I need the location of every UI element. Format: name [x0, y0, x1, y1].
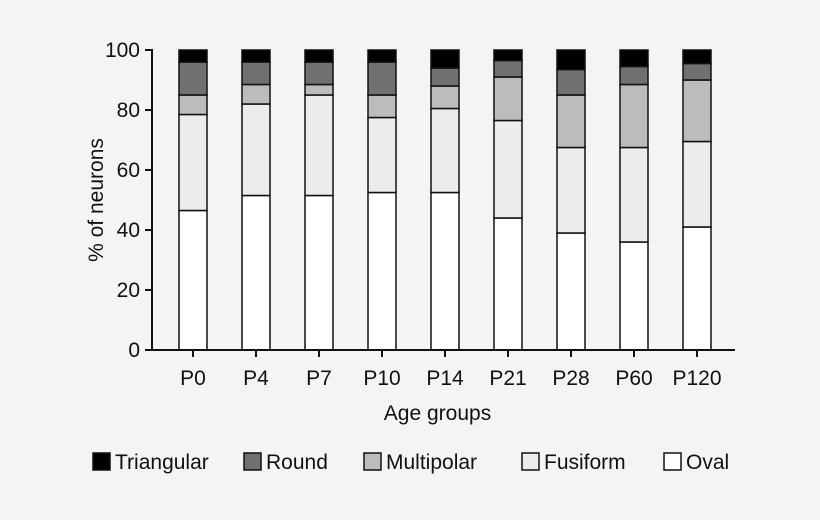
legend: Triangular Round Multipolar Fusiform Oval [92, 451, 729, 474]
bar-segment-fusiform [304, 94, 334, 197]
bar-segment-round [367, 61, 397, 96]
legend-label: Round [266, 451, 328, 474]
legend-label: Triangular [115, 451, 209, 474]
bar-segment-multipolar [556, 94, 586, 149]
bar-segment-fusiform [493, 119, 523, 219]
bar-segment-triangular [304, 49, 334, 63]
bar-segment-triangular [682, 49, 712, 65]
x-axis-title: Age groups [384, 402, 491, 425]
bar-p10 [367, 49, 397, 351]
x-tick-label: P21 [489, 367, 526, 390]
bar-segment-fusiform [682, 140, 712, 228]
bar-segment-multipolar [430, 85, 460, 110]
bar-segment-oval [556, 232, 586, 351]
y-tick-label: 60 [117, 159, 140, 182]
bar-segment-multipolar [493, 76, 523, 122]
bar-segment-oval [241, 194, 271, 351]
bar-segment-multipolar [682, 79, 712, 143]
y-tick-label: 20 [117, 279, 140, 302]
x-tick-label: P4 [243, 367, 269, 390]
bar-segment-triangular [430, 49, 460, 69]
bar-p21 [493, 49, 523, 351]
bar-segment-multipolar [178, 94, 208, 116]
legend-label: Multipolar [386, 451, 477, 474]
bar-p14 [430, 49, 460, 351]
bar-p0 [178, 49, 208, 351]
bar-segment-round [304, 61, 334, 86]
bar-segment-multipolar [241, 83, 271, 105]
bar-segment-round [178, 61, 208, 96]
legend-item-fusiform: Fusiform [521, 451, 626, 474]
bar-segment-triangular [367, 49, 397, 63]
bar-segment-multipolar [304, 83, 334, 96]
legend-item-multipolar: Multipolar [363, 451, 477, 474]
bar-segment-round [493, 59, 523, 78]
bar-segment-round [556, 68, 586, 96]
legend-swatch [363, 452, 382, 471]
legend-label: Fusiform [544, 451, 626, 474]
bar-segment-triangular [493, 49, 523, 62]
bar-segment-triangular [241, 49, 271, 63]
y-ticks: 0 20 40 60 80 100 [105, 39, 152, 362]
y-tick-label: 40 [117, 219, 140, 242]
bar-segment-round [430, 67, 460, 87]
legend-item-oval: Oval [663, 451, 729, 474]
legend-item-triangular: Triangular [92, 451, 209, 474]
x-tick-label: P10 [363, 367, 400, 390]
x-tick-label: P60 [615, 367, 652, 390]
bar-segment-oval [304, 194, 334, 351]
legend-item-round: Round [243, 451, 328, 474]
bar-segment-fusiform [556, 146, 586, 234]
bar-segment-oval [430, 191, 460, 351]
bar-segment-round [619, 65, 649, 86]
bar-segment-triangular [178, 49, 208, 63]
bar-segment-oval [367, 191, 397, 351]
bar-segment-round [241, 61, 271, 86]
bar-segment-oval [682, 226, 712, 351]
bar-segment-fusiform [430, 107, 460, 194]
bar-p7 [304, 49, 334, 351]
y-tick-label: 80 [117, 99, 140, 122]
x-tick-label: P0 [180, 367, 206, 390]
legend-swatch [243, 452, 262, 471]
y-tick-label: 0 [128, 339, 140, 362]
bar-p60 [619, 49, 649, 351]
bars-layer [178, 49, 712, 351]
bar-p28 [556, 49, 586, 351]
bar-segment-triangular [619, 49, 649, 68]
bar-segment-oval [178, 209, 208, 351]
x-tick-label: P28 [552, 367, 589, 390]
legend-swatch [663, 452, 682, 471]
bar-segment-fusiform [619, 146, 649, 243]
x-ticks: P0 P4 P7 P10 P14 P21 P28 P60 P120 [180, 350, 722, 390]
y-axis-title: % of neurons [85, 138, 108, 262]
bar-segment-fusiform [178, 113, 208, 212]
bar-segment-oval [493, 217, 523, 351]
y-tick-label: 100 [105, 39, 140, 62]
x-tick-label: P14 [426, 367, 464, 390]
x-tick-label: P120 [672, 367, 721, 390]
bar-segment-triangular [556, 49, 586, 71]
x-tick-label: P7 [306, 367, 332, 390]
bar-segment-oval [619, 241, 649, 351]
bar-p4 [241, 49, 271, 351]
axes-layer [151, 49, 735, 351]
bar-segment-fusiform [241, 103, 271, 197]
legend-swatch [521, 452, 540, 471]
bar-segment-multipolar [619, 83, 649, 149]
legend-swatch [92, 452, 111, 471]
bar-segment-multipolar [367, 94, 397, 119]
bar-p120 [682, 49, 712, 351]
bar-segment-round [682, 62, 712, 81]
legend-label: Oval [686, 451, 729, 474]
bar-segment-fusiform [367, 116, 397, 194]
